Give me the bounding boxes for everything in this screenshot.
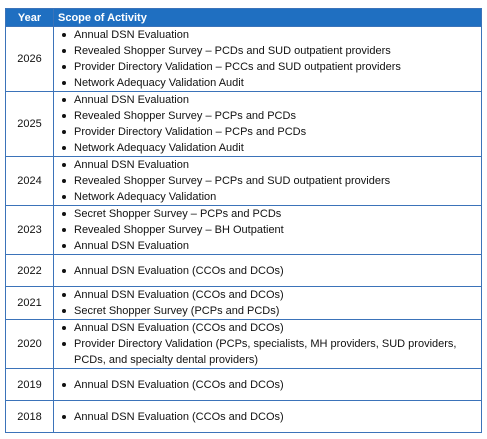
scope-column-header: Scope of Activity <box>53 8 482 27</box>
year-cell: 2018 <box>5 400 54 433</box>
scope-cell: Annual DSN Evaluation Revealed Shopper Su… <box>53 26 482 92</box>
activity-item: Annual DSN Evaluation <box>60 92 477 108</box>
table-body: 2026 Annual DSN Evaluation Revealed Shoppe… <box>5 26 482 433</box>
year-column-header: Year <box>5 8 54 27</box>
table-row: 2018 Annual DSN Evaluation (CCOs and DCOs… <box>5 400 482 433</box>
activity-list: Annual DSN Evaluation (CCOs and DCOs) Sec… <box>60 287 477 319</box>
year-cell: 2025 <box>5 91 54 157</box>
activity-list: Secret Shopper Survey – PCPs and PCDs Rev… <box>60 206 477 254</box>
table-row: 2019 Annual DSN Evaluation (CCOs and DCOs… <box>5 368 482 401</box>
activity-item: Revealed Shopper Survey – BH Outpatient <box>60 222 477 238</box>
year-cell: 2020 <box>5 319 54 369</box>
table-row: 2025 Annual DSN Evaluation Revealed Shoppe… <box>5 91 482 157</box>
scope-cell: Annual DSN Evaluation (CCOs and DCOs) <box>53 400 482 433</box>
activity-item: Annual DSN Evaluation <box>60 238 477 254</box>
activity-list: Annual DSN Evaluation Revealed Shopper Su… <box>60 92 477 156</box>
activity-item: Provider Directory Validation – PCPs and… <box>60 124 477 140</box>
activity-item: Revealed Shopper Survey – PCDs and SUD o… <box>60 43 477 59</box>
activity-item: Network Adequacy Validation Audit <box>60 140 477 156</box>
activity-item: Annual DSN Evaluation (CCOs and DCOs) <box>60 263 477 279</box>
activity-item: Secret Shopper Survey (PCPs and PCDs) <box>60 303 477 319</box>
scope-cell: Annual DSN Evaluation Revealed Shopper Su… <box>53 156 482 206</box>
activity-item: Revealed Shopper Survey – PCPs and PCDs <box>60 108 477 124</box>
activity-list: Annual DSN Evaluation (CCOs and DCOs) Pro… <box>60 320 477 368</box>
scope-cell: Annual DSN Evaluation (CCOs and DCOs) Sec… <box>53 286 482 320</box>
activity-list: Annual DSN Evaluation (CCOs and DCOs) <box>60 377 477 393</box>
activity-list: Annual DSN Evaluation Revealed Shopper Su… <box>60 27 477 91</box>
activity-table: Year Scope of Activity 2026 Annual DSN Ev… <box>5 8 482 433</box>
activity-item: Annual DSN Evaluation (CCOs and DCOs) <box>60 377 477 393</box>
activity-item: Annual DSN Evaluation (CCOs and DCOs) <box>60 287 477 303</box>
activity-item: Provider Directory Validation (PCPs, spe… <box>60 336 477 368</box>
table-row: 2024 Annual DSN Evaluation Revealed Shoppe… <box>5 156 482 206</box>
activity-item: Annual DSN Evaluation <box>60 27 477 43</box>
activity-item: Annual DSN Evaluation (CCOs and DCOs) <box>60 409 477 425</box>
activity-item: Provider Directory Validation – PCCs and… <box>60 59 477 75</box>
table-row: 2022 Annual DSN Evaluation (CCOs and DCOs… <box>5 254 482 287</box>
table-row: 2026 Annual DSN Evaluation Revealed Shoppe… <box>5 26 482 92</box>
table-row: 2023 Secret Shopper Survey – PCPs and PCD… <box>5 205 482 255</box>
year-cell: 2024 <box>5 156 54 206</box>
scope-cell: Secret Shopper Survey – PCPs and PCDs Rev… <box>53 205 482 255</box>
year-cell: 2023 <box>5 205 54 255</box>
activity-item: Annual DSN Evaluation (CCOs and DCOs) <box>60 320 477 336</box>
activity-item: Network Adequacy Validation Audit <box>60 75 477 91</box>
year-cell: 2022 <box>5 254 54 287</box>
activity-list: Annual DSN Evaluation (CCOs and DCOs) <box>60 263 477 279</box>
activity-item: Network Adequacy Validation <box>60 189 477 205</box>
scope-cell: Annual DSN Evaluation Revealed Shopper Su… <box>53 91 482 157</box>
scope-cell: Annual DSN Evaluation (CCOs and DCOs) <box>53 368 482 401</box>
table-row: 2020 Annual DSN Evaluation (CCOs and DCOs… <box>5 319 482 369</box>
activity-item: Secret Shopper Survey – PCPs and PCDs <box>60 206 477 222</box>
table-row: 2021 Annual DSN Evaluation (CCOs and DCOs… <box>5 286 482 320</box>
activity-item: Revealed Shopper Survey – PCPs and SUD o… <box>60 173 477 189</box>
scope-cell: Annual DSN Evaluation (CCOs and DCOs) Pro… <box>53 319 482 369</box>
activity-list: Annual DSN Evaluation Revealed Shopper Su… <box>60 157 477 205</box>
scope-cell: Annual DSN Evaluation (CCOs and DCOs) <box>53 254 482 287</box>
activity-item: Annual DSN Evaluation <box>60 157 477 173</box>
activity-list: Annual DSN Evaluation (CCOs and DCOs) <box>60 409 477 425</box>
year-cell: 2021 <box>5 286 54 320</box>
table-header-row: Year Scope of Activity <box>5 8 482 27</box>
year-cell: 2026 <box>5 26 54 92</box>
year-cell: 2019 <box>5 368 54 401</box>
